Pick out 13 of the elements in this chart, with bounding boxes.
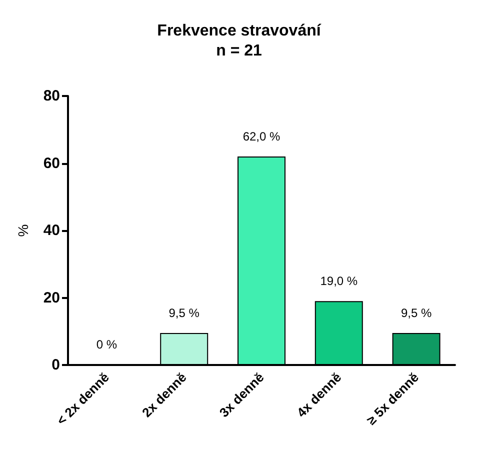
data-label: 9,5 % (400, 306, 432, 320)
y-tick-label: 60 (43, 154, 60, 172)
data-label: 0 % (96, 338, 118, 352)
chart-title: Frekvence stravování (157, 22, 322, 40)
chart-subtitle: n = 21 (216, 42, 262, 60)
data-label: 9,5 % (168, 306, 200, 320)
data-label: 62,0 % (242, 130, 281, 144)
y-axis-title: % (15, 224, 31, 237)
y-tick-label: 40 (43, 222, 60, 239)
y-tick-label: 80 (43, 88, 60, 104)
y-tick-label: 0 (52, 356, 60, 374)
y-tick-label: 20 (43, 289, 60, 306)
data-label: 19,0 % (320, 274, 358, 288)
